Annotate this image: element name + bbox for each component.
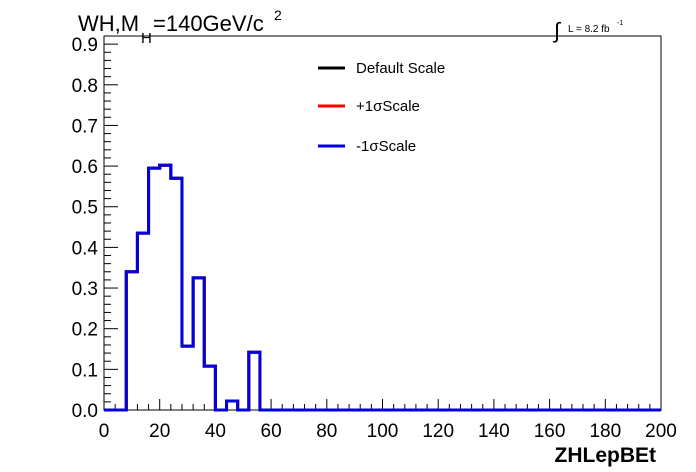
x-tick-label: 0 xyxy=(99,421,110,442)
luminosity-superscript: -1 xyxy=(617,20,623,27)
y-axis-ticks: 0.0 0.1 0.2 0.3 0.4 0.5 0.6 0.7 0.8 0.9 xyxy=(72,35,118,422)
x-tick-label: 20 xyxy=(149,421,170,442)
y-tick-label: 0.1 xyxy=(72,360,98,381)
y-tick-label: 0.3 xyxy=(72,279,98,300)
histogram-series xyxy=(104,163,661,412)
legend-label-0: Default Scale xyxy=(356,60,445,77)
y-tick-label: 0.9 xyxy=(72,35,98,56)
legend-label-1: +1σScale xyxy=(356,98,420,115)
x-tick-label: 60 xyxy=(261,421,282,442)
x-tick-label: 40 xyxy=(205,421,226,442)
luminosity-label: ∫ L = 8.2 fb -1 xyxy=(552,18,623,43)
y-tick-label: 0.8 xyxy=(72,76,98,97)
title-subscript: H xyxy=(141,30,152,47)
y-tick-label: 0.6 xyxy=(72,157,98,178)
x-tick-label: 100 xyxy=(367,421,399,442)
x-tick-label: 180 xyxy=(589,421,621,442)
title-rest: =140GeV/c xyxy=(153,11,264,36)
x-axis-label: ZHLepBEt xyxy=(555,444,657,467)
y-tick-label: 0.5 xyxy=(72,198,98,219)
x-tick-label: 120 xyxy=(422,421,454,442)
luminosity-text: L = 8.2 fb xyxy=(568,24,610,35)
x-tick-label: 200 xyxy=(645,421,677,442)
x-tick-label: 80 xyxy=(316,421,337,442)
y-tick-label: 0.4 xyxy=(72,238,99,259)
legend-label-2: -1σScale xyxy=(356,138,416,155)
series-line-2 xyxy=(104,163,661,412)
x-tick-label: 140 xyxy=(478,421,510,442)
integral-symbol: ∫ xyxy=(552,18,562,43)
y-tick-label: 0.0 xyxy=(72,401,98,422)
y-tick-label: 0.7 xyxy=(72,116,98,137)
x-tick-label: 160 xyxy=(534,421,566,442)
title-main: WH,M xyxy=(78,11,139,36)
legend: Default Scale +1σScale -1σScale xyxy=(318,60,445,155)
title-superscript: 2 xyxy=(274,7,282,23)
y-tick-label: 0.2 xyxy=(72,320,98,341)
chart-title: WH,M H =140GeV/c 2 xyxy=(78,7,282,47)
